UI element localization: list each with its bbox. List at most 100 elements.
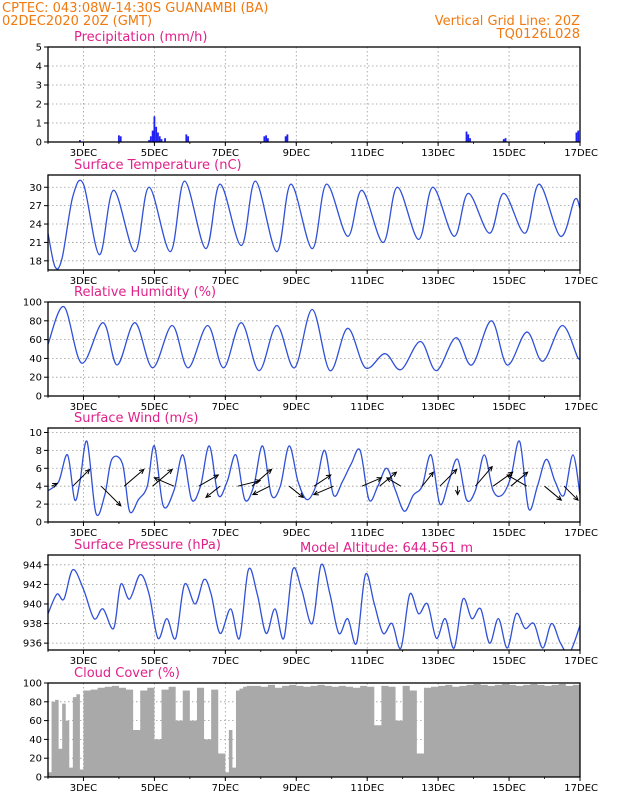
precip-ytick-label: 4	[36, 62, 42, 73]
wind-arrow-shaft	[492, 471, 513, 487]
precip-bar	[164, 138, 166, 142]
header-date: 02DEC2020 20Z (GMT)	[2, 14, 152, 29]
precip-bar	[502, 139, 505, 142]
wind-arrow-shaft	[439, 469, 458, 487]
humidity-ytick-label: 0	[36, 392, 42, 403]
humidity-ytick-label: 80	[29, 316, 42, 327]
wind-xtick-label: 5DEC	[141, 528, 168, 539]
temperature-ytick-label: 21	[29, 238, 42, 249]
wind-xtick-label: 11DEC	[350, 528, 384, 539]
humidity-xtick-label: 17DEC	[564, 402, 598, 413]
humidity-xtick-label: 5DEC	[141, 402, 168, 413]
humidity-xtick-label: 3DEC	[70, 402, 97, 413]
humidity-frame	[47, 301, 581, 397]
cloud-cover-ytick-label: 60	[29, 716, 42, 727]
precip-bar	[157, 132, 159, 142]
wind-arrow-head	[251, 490, 258, 496]
precip-xtick-label: 11DEC	[350, 148, 384, 159]
precip-bar	[153, 116, 156, 142]
wind-title: Surface Wind (m/s)	[74, 411, 198, 426]
precip-bar	[149, 136, 152, 142]
temperature-frame	[47, 174, 581, 271]
wind-arrow-head	[84, 468, 91, 475]
wind-arrow-shaft	[100, 485, 122, 507]
precip-bar	[79, 140, 81, 142]
humidity-ytick-label: 40	[29, 354, 42, 365]
precip-bar	[266, 138, 269, 142]
temperature-xtick-label: 5DEC	[141, 276, 168, 287]
wind-arrow-head	[385, 477, 392, 483]
humidity-ytick-label: 60	[29, 335, 42, 346]
wind-arrow-head	[451, 468, 458, 475]
wind-xtick-label: 13DEC	[421, 528, 455, 539]
wind-arrow-head	[255, 479, 262, 485]
precip-frame	[47, 46, 581, 143]
wind-arrow-head	[115, 500, 122, 507]
temperature-xtick-label: 11DEC	[350, 276, 384, 287]
humidity-xtick-label: 9DEC	[283, 402, 310, 413]
temperature-ytick-label: 27	[29, 201, 42, 212]
precip-bar	[119, 136, 122, 142]
wind-arrow-shaft	[288, 485, 304, 498]
wind-arrow-shaft	[510, 471, 528, 487]
wind-xtick-label: 7DEC	[212, 528, 239, 539]
precip-xtick-label: 3DEC	[70, 148, 97, 159]
pressure-panel: Surface Pressure (hPa) 936 938 940 942 944 3DE…	[23, 538, 598, 667]
precip-bar	[575, 132, 578, 142]
precip-xtick-label: 7DEC	[212, 148, 239, 159]
temperature-xtick-label: 9DEC	[283, 276, 310, 287]
cloud-cover-ytick-label: 20	[29, 754, 42, 765]
wind-arrow-shaft	[198, 474, 219, 487]
cloud-cover-ytick-label: 80	[29, 697, 42, 708]
precip-bar	[155, 126, 158, 142]
wind-arrow-head	[298, 492, 305, 499]
wind-arrow-head	[376, 477, 383, 482]
wind-arrow-shaft	[563, 485, 579, 501]
precip-bar	[263, 136, 266, 142]
cloud-cover-xtick-label: 13DEC	[421, 783, 455, 794]
temperature-xtick-label: 15DEC	[492, 276, 526, 287]
header-grid-line: Vertical Grid Line: 20Z	[435, 14, 580, 29]
wind-xtick-label: 15DEC	[492, 528, 526, 539]
wind-arrow-head	[138, 468, 145, 475]
cloud-cover-xtick-label: 17DEC	[564, 783, 598, 794]
precipitation-panel: Precipitation (mm/h) 0 1 2 3 4 5 3DEC 5DEC 7DEC 9D…	[36, 30, 598, 159]
wind-arrow-shaft	[72, 469, 90, 487]
pressure-frame	[47, 554, 581, 651]
precip-bar	[151, 130, 154, 142]
humidity-series-line	[48, 306, 580, 372]
temperature-xtick-label: 17DEC	[564, 276, 598, 287]
wind-arrow-shaft	[506, 474, 528, 487]
wind-xtick-label: 9DEC	[283, 528, 310, 539]
wind-arrow-shaft	[252, 485, 270, 496]
wind-arrow-head	[506, 474, 513, 480]
header-location: CPTEC: 043:08W-14:30S GUANAMBI (BA)	[2, 1, 268, 16]
temperature-xtick-label: 3DEC	[70, 276, 97, 287]
precip-bar	[185, 134, 188, 142]
wind-ytick-label: 0	[36, 518, 42, 529]
wind-xtick-label: 3DEC	[70, 528, 97, 539]
wind-arrow-shaft	[237, 480, 261, 487]
wind-series-line	[48, 440, 580, 516]
precip-ytick-label: 3	[36, 81, 42, 92]
wind-panel: Surface Wind (m/s) 0 2 4 6 8 10 3DEC 5DEC 7DEC 9DE…	[29, 411, 598, 539]
wind-arrow-head	[428, 471, 435, 478]
precip-ytick-label: 0	[36, 138, 42, 149]
wind-arrow-head	[325, 474, 332, 480]
cloud-cover-xtick-label: 11DEC	[350, 783, 384, 794]
temperature-series-line	[48, 179, 580, 270]
pressure-ytick-label: 938	[23, 619, 42, 630]
pressure-xtick-label: 3DEC	[70, 656, 97, 667]
temperature-ytick-label: 24	[29, 220, 42, 231]
pressure-xtick-label: 7DEC	[212, 656, 239, 667]
wind-ytick-label: 6	[36, 464, 42, 475]
humidity-title: Relative Humidity (%)	[74, 285, 216, 300]
cloud-cover-ytick-label: 100	[23, 679, 42, 690]
cloud-cover-area-fill	[48, 683, 580, 777]
pressure-ytick-label: 942	[23, 580, 42, 591]
pressure-series-line	[48, 563, 580, 650]
wind-ytick-label: 4	[36, 482, 42, 493]
precip-bar	[469, 138, 471, 142]
precip-bar	[265, 135, 268, 142]
precip-bar	[148, 140, 150, 142]
